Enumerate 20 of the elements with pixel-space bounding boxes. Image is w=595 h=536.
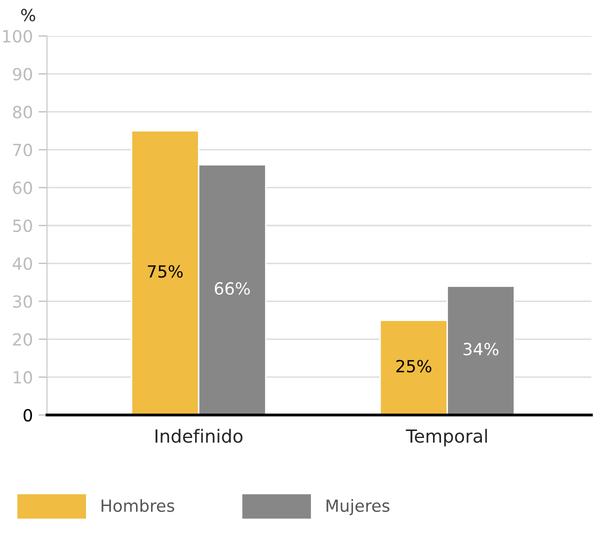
data-label: 25% <box>396 360 432 372</box>
y-tick-label: 70 <box>13 144 32 156</box>
data-label: 34% <box>464 342 498 356</box>
y-tick-label: 90 <box>12 68 32 80</box>
x-tick-label: Indefinido <box>156 428 242 443</box>
legend-label: Hombres <box>102 499 174 512</box>
data-label: 75% <box>148 265 183 278</box>
data-label: 66% <box>214 282 250 295</box>
y-tick-label: 80 <box>13 106 32 118</box>
y-tick-label: 20 <box>13 333 32 346</box>
y-tick-label: 10 <box>14 371 32 384</box>
y-tick-label: 40 <box>12 257 32 270</box>
y-tick-label: 50 <box>13 219 32 232</box>
x-tick-label: Temporal <box>406 428 487 446</box>
y-tick-label: 30 <box>13 295 32 308</box>
y-tick-label: 60 <box>13 182 32 194</box>
y-tick-label: 100 <box>3 30 32 43</box>
y-axis-title: % <box>21 8 36 22</box>
y-tick-label: 0 <box>24 408 32 422</box>
legend-label: Mujeres <box>326 499 390 516</box>
